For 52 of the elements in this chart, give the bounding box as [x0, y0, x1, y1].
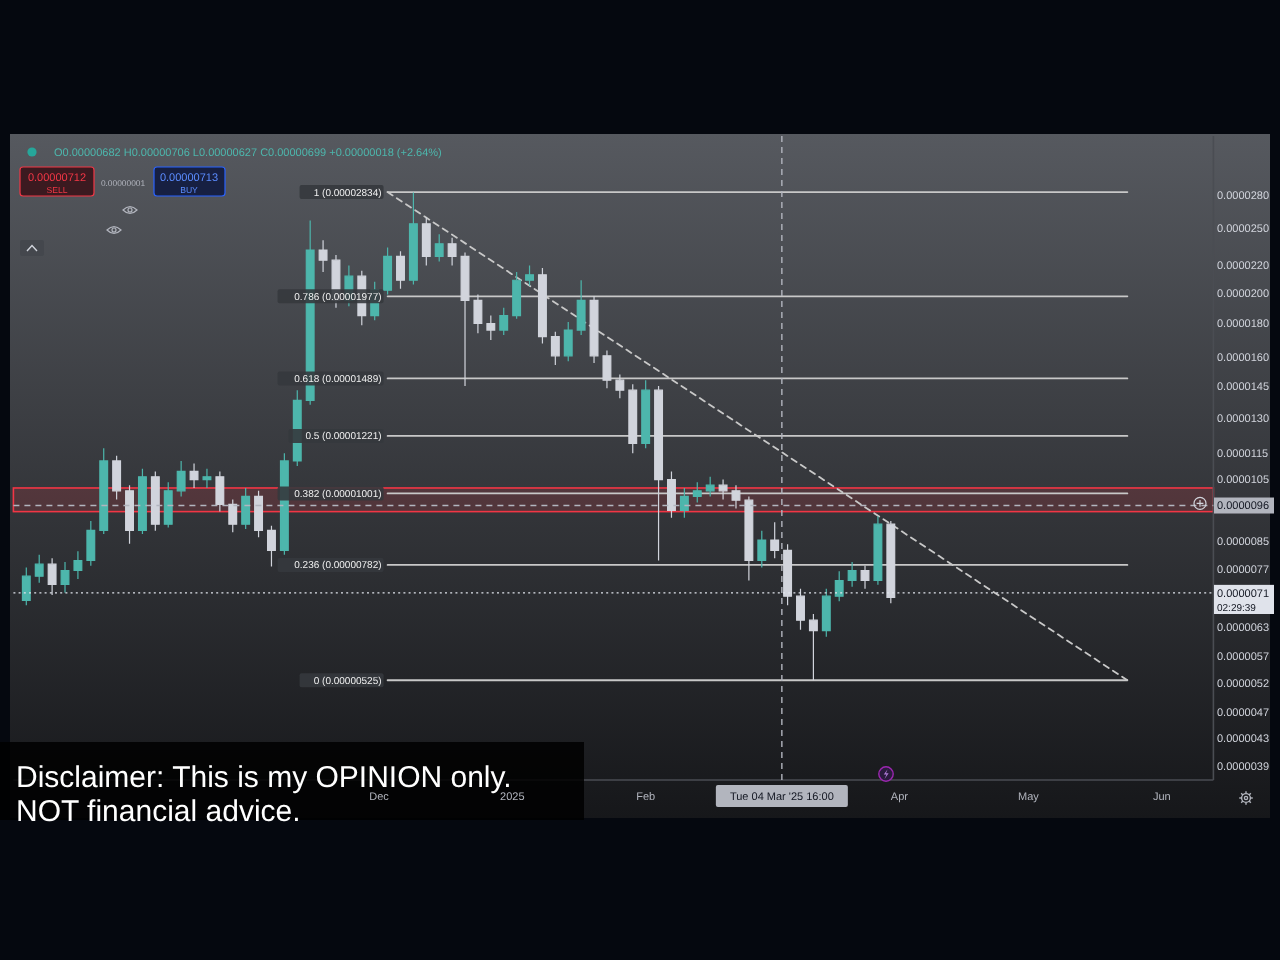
candlestick — [808, 613, 818, 681]
candlestick — [628, 383, 638, 454]
candlestick — [550, 331, 560, 366]
candlestick — [873, 515, 883, 586]
candlestick — [112, 455, 122, 501]
candlestick — [641, 379, 651, 449]
candlestick — [783, 543, 793, 606]
candlestick — [563, 321, 573, 362]
candlestick — [486, 314, 496, 341]
candlestick — [86, 520, 96, 567]
candlestick — [770, 521, 780, 559]
candlestick — [266, 525, 276, 567]
candlestick — [176, 460, 186, 498]
candlestick — [666, 470, 676, 519]
candlestick — [654, 385, 664, 562]
candlestick — [821, 588, 831, 638]
candlestick — [383, 246, 393, 296]
candlestick — [615, 373, 625, 399]
candlestick — [525, 264, 534, 287]
candlestick — [408, 191, 418, 286]
candlestick — [202, 468, 212, 489]
candlestick — [241, 487, 251, 530]
candlestick — [834, 570, 844, 602]
candlestick — [757, 530, 767, 569]
candlestick — [847, 561, 857, 588]
candlestick — [537, 267, 547, 345]
candlestick — [34, 554, 44, 584]
candlestick — [796, 588, 805, 631]
candlestick — [99, 447, 109, 535]
candlestick — [860, 565, 870, 590]
candlestick — [421, 216, 431, 267]
candlestick — [434, 233, 444, 263]
candlestick — [150, 470, 160, 532]
candlestick — [679, 487, 689, 519]
candlestick — [499, 307, 509, 336]
candlestick — [576, 279, 586, 336]
text: NOT financial advice. — [16, 794, 301, 829]
candlestick — [21, 566, 31, 606]
candlestick — [396, 250, 405, 290]
annotation: Disclaimer: This is my OPINION only. — [16, 760, 512, 795]
candlestick — [125, 484, 134, 545]
candlestick — [137, 468, 147, 535]
candlestick — [886, 520, 896, 604]
candlestick — [47, 557, 57, 596]
candlestick — [512, 271, 522, 320]
candlestick — [692, 481, 702, 504]
candlestick — [189, 462, 199, 489]
candlestick — [215, 470, 225, 513]
candlestick — [163, 481, 173, 529]
candlestick — [705, 476, 715, 498]
candlestick — [254, 490, 264, 538]
candlestick — [228, 498, 238, 533]
